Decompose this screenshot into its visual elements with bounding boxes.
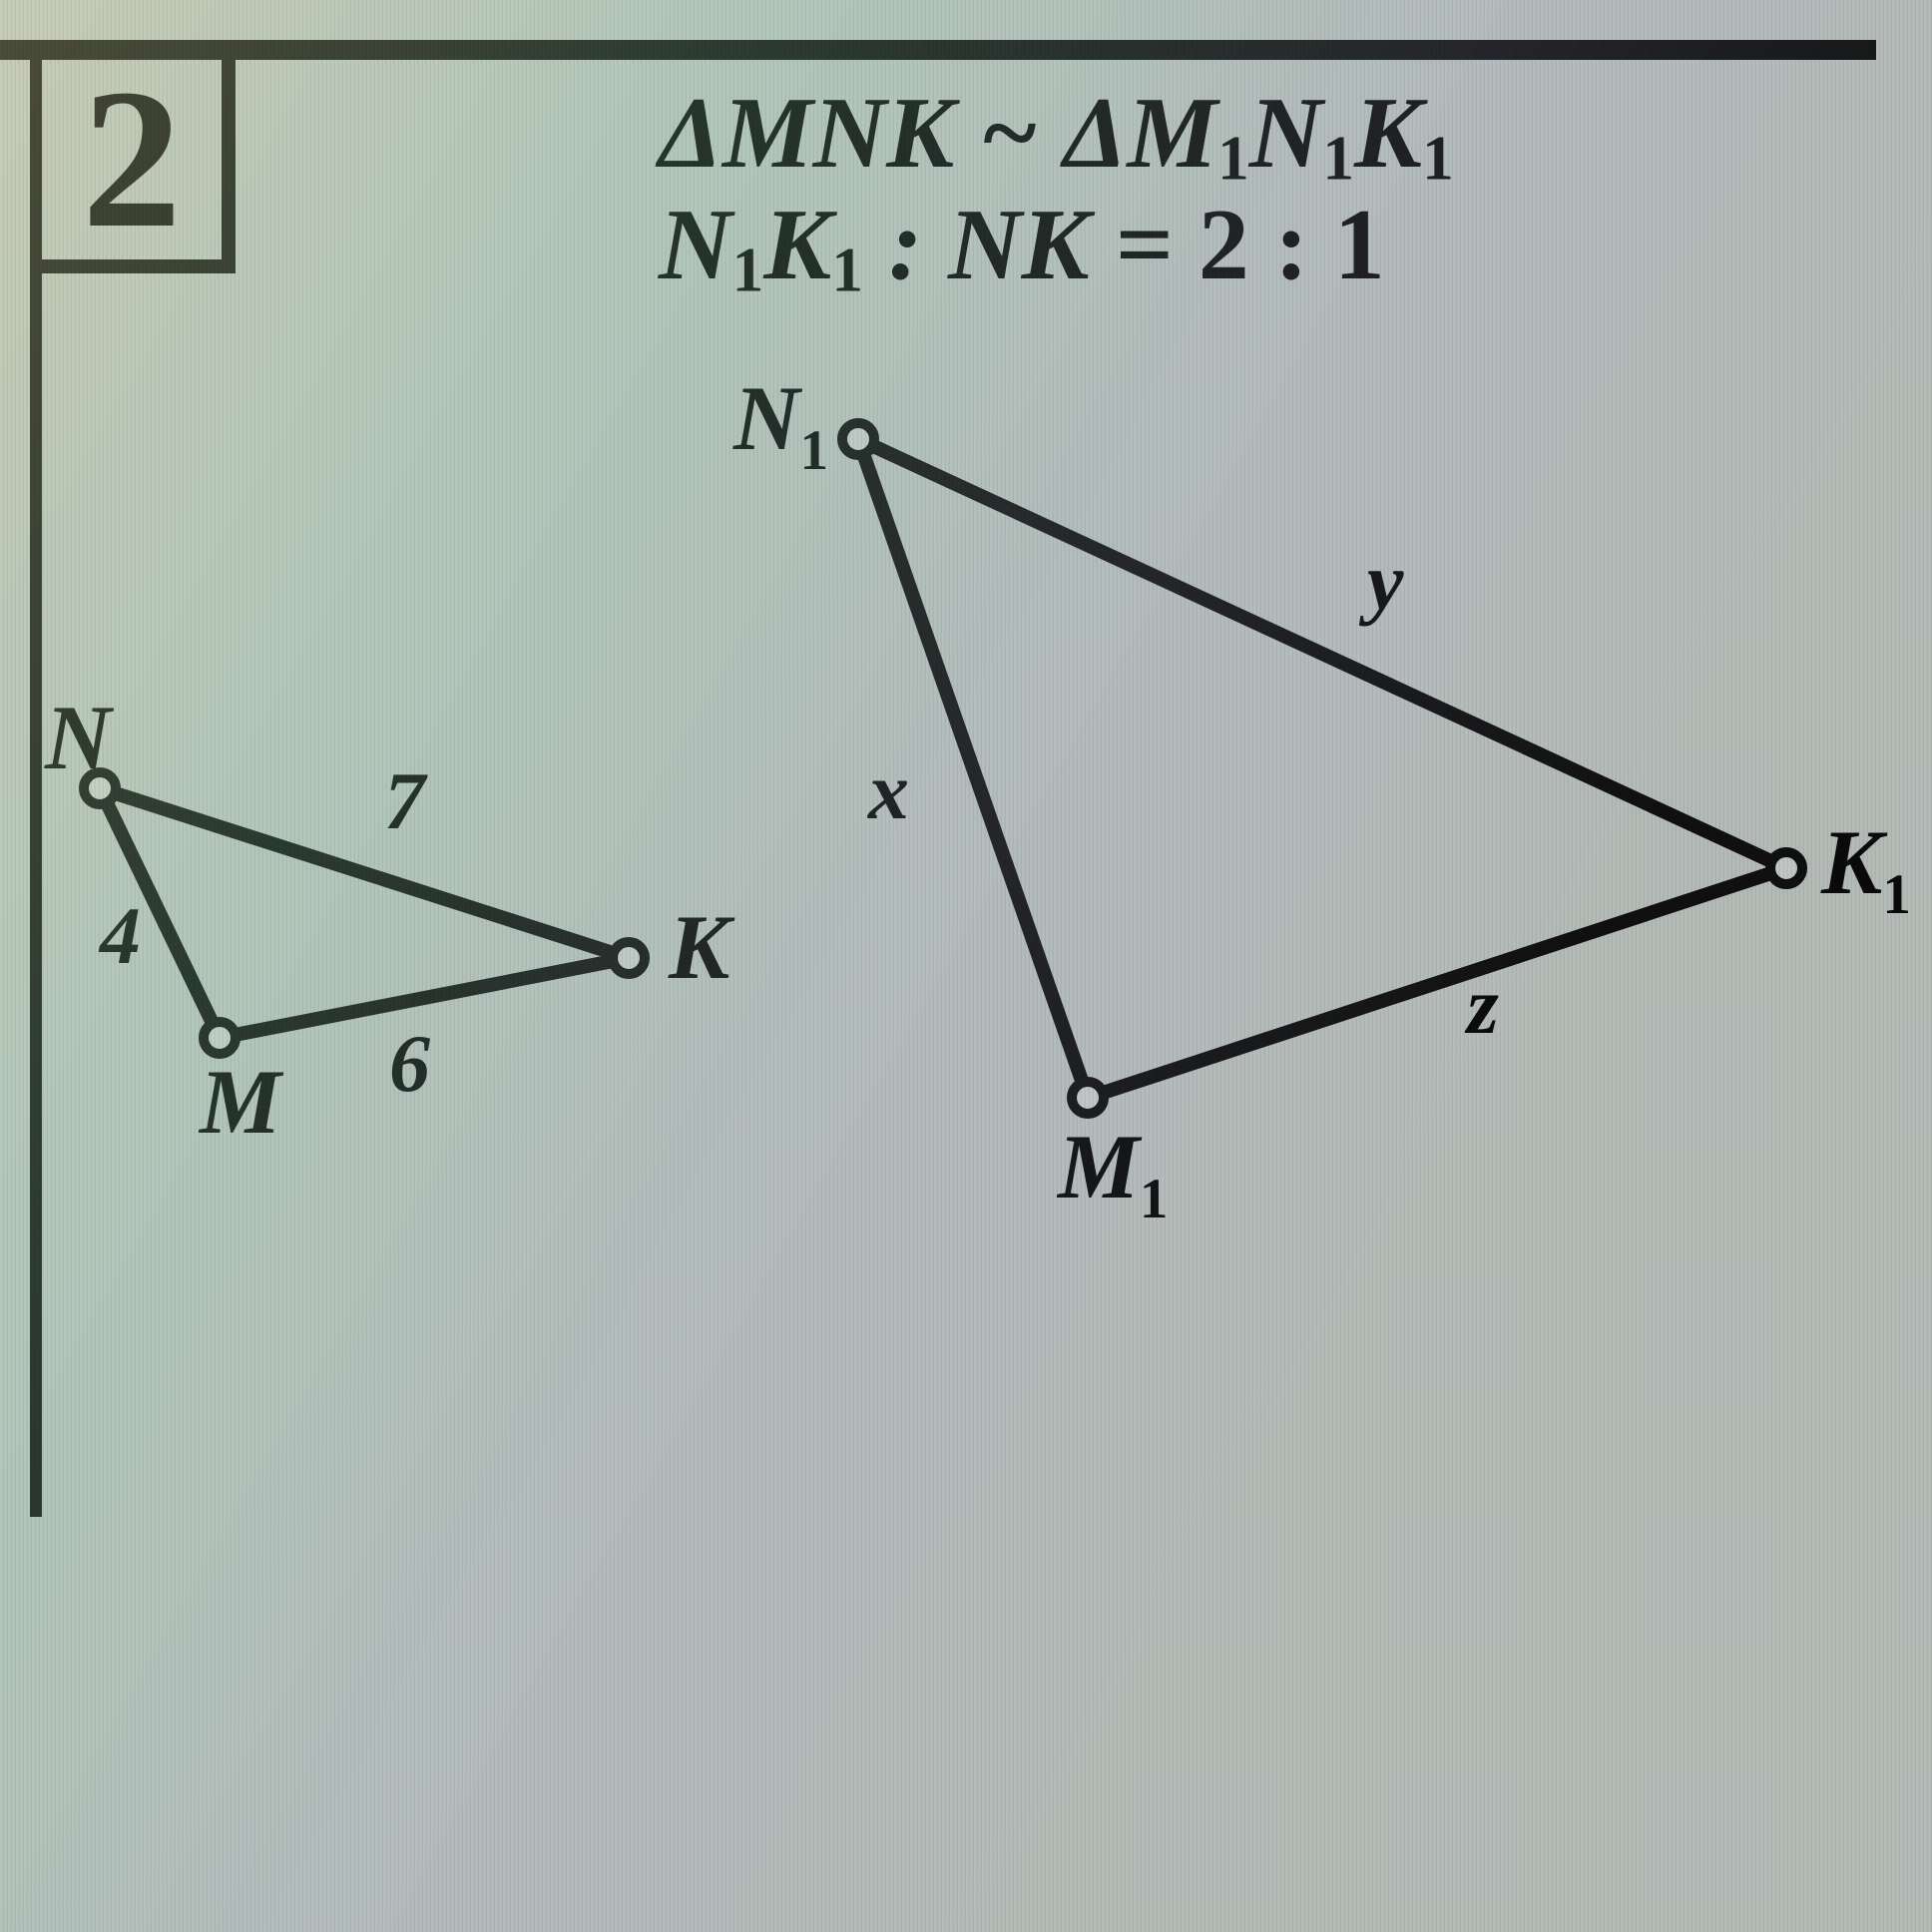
large-edge-label-x: x	[867, 745, 909, 836]
small-vertex-K	[613, 942, 645, 974]
large-vertex-label-M1: M1	[1056, 1116, 1168, 1230]
large-vertex-N1	[842, 423, 874, 455]
large-edge-label-z: z	[1464, 960, 1499, 1051]
small-edge-K-N	[100, 788, 629, 958]
diagram-svg: 4 6 7 x y z N M K N1 M1 K1	[0, 0, 1932, 1932]
large-edge-N1-K1	[858, 439, 1786, 868]
small-edge-label-6: 6	[389, 1018, 430, 1109]
large-vertex-label-N1: N1	[732, 367, 828, 482]
edges-group	[100, 439, 1786, 1098]
large-edge-label-y: y	[1358, 536, 1404, 627]
large-vertex-label-K1: K1	[1820, 811, 1911, 926]
small-edge-label-4: 4	[98, 890, 141, 981]
large-vertex-K1	[1770, 852, 1802, 884]
large-edge-M1-K1	[1088, 868, 1786, 1098]
small-vertex-label-N: N	[44, 687, 115, 788]
small-vertex-label-K: K	[668, 896, 735, 998]
large-vertex-M1	[1072, 1082, 1104, 1114]
small-vertex-label-M: M	[198, 1051, 284, 1153]
page-frame: 2 ΔMNK ~ ΔM1N1K1 N1K1 : NK = 2 : 1 467xy…	[0, 0, 1932, 1932]
small-edge-label-7: 7	[384, 755, 428, 846]
small-vertex-M	[204, 1022, 236, 1054]
